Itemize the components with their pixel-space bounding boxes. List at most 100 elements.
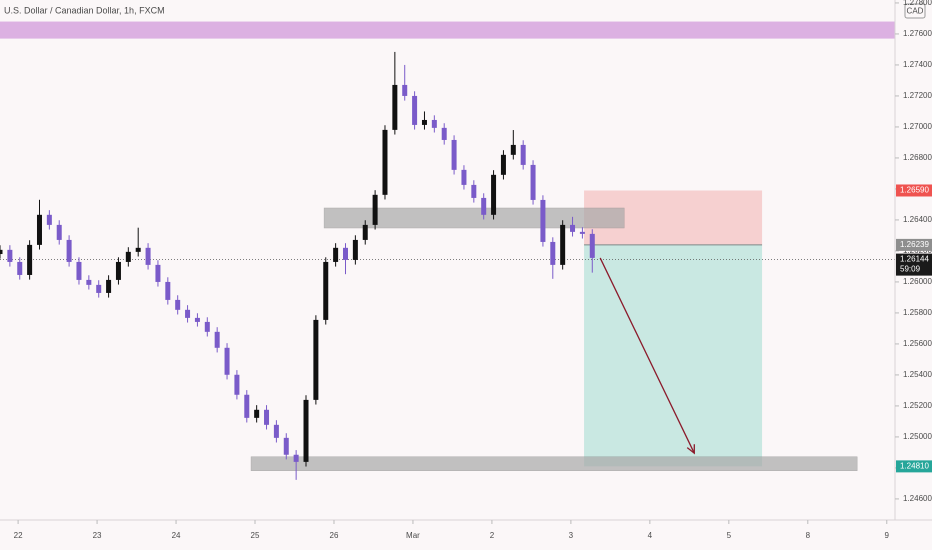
currency-badge — [904, 3, 926, 19]
candle-body — [273, 424, 279, 438]
x-tick-label: 3 — [569, 531, 574, 540]
candle-body — [342, 247, 348, 260]
candle-body — [76, 261, 82, 280]
y-tick-label: 1.27400 — [903, 60, 932, 69]
candle-body — [234, 374, 240, 395]
candle-body — [7, 249, 13, 262]
candle-body — [185, 309, 191, 318]
x-tick-label: 4 — [648, 531, 653, 540]
arrow-head — [686, 444, 695, 455]
y-tick-label: 1.27600 — [903, 29, 932, 38]
candle-body — [412, 95, 418, 125]
candle-body — [500, 154, 506, 175]
current-price-label-countdown: 59:09 — [900, 265, 921, 274]
candle-body — [510, 144, 516, 155]
candle-body — [214, 331, 220, 348]
candle-body — [165, 281, 171, 300]
y-tick-label: 1.25600 — [903, 339, 932, 348]
x-tick-label: 25 — [251, 531, 260, 540]
candle-body — [323, 261, 329, 320]
candle-body — [579, 231, 585, 234]
x-tick-label: Mar — [406, 531, 420, 540]
candle-body — [540, 199, 546, 242]
target-zone — [584, 244, 763, 467]
x-tick-label: 9 — [885, 531, 890, 540]
candle-body — [402, 84, 408, 96]
current-price-label-bg — [896, 253, 932, 276]
candle-body — [106, 279, 112, 293]
candle-body — [352, 239, 358, 260]
candle-body — [372, 194, 378, 225]
y-tick-label: 1.25200 — [903, 401, 932, 410]
candle-body — [550, 241, 556, 265]
candle-body — [66, 239, 72, 262]
resistance-band — [0, 21, 895, 39]
target-price-label-bg — [896, 460, 932, 473]
candle-body — [333, 247, 339, 262]
candle-body — [570, 224, 576, 232]
candle-body — [135, 247, 141, 252]
candle-body — [155, 264, 161, 282]
candle-body — [382, 129, 388, 195]
candle-body — [392, 84, 398, 130]
y-tick-label: 1.25400 — [903, 370, 932, 379]
x-tick-label: 23 — [93, 531, 102, 540]
y-tick-label: 1.27000 — [903, 122, 932, 131]
candle-body — [362, 224, 368, 240]
currency-label: CAD — [907, 7, 924, 16]
candle-body — [125, 251, 131, 262]
candle-body — [431, 119, 437, 128]
candle-body — [224, 347, 230, 375]
candle-body — [481, 197, 487, 215]
y-tick-label: 1.26400 — [903, 215, 932, 224]
y-tick-label: 1.27200 — [903, 91, 932, 100]
candle-body — [560, 224, 566, 265]
candle-body — [254, 409, 260, 418]
candle-body — [530, 164, 536, 200]
candle-body — [293, 454, 299, 462]
candle-body — [303, 399, 309, 462]
candle-body — [461, 169, 467, 185]
x-tick-label: 5 — [727, 531, 732, 540]
candle-body — [313, 319, 319, 400]
candle-body — [145, 247, 151, 265]
plot-area — [0, 21, 895, 480]
candle-body — [264, 409, 270, 425]
x-tick-label: 22 — [14, 531, 23, 540]
candle-body — [491, 174, 497, 215]
candle-body — [46, 214, 52, 225]
candle-body — [441, 127, 447, 140]
stop-price-label: 1.26590 — [900, 186, 929, 195]
x-tick-label: 24 — [172, 531, 181, 540]
candle-body — [471, 184, 477, 198]
x-tick-label: 2 — [490, 531, 495, 540]
x-tick-label: 26 — [330, 531, 339, 540]
support-resistance-zone — [250, 456, 858, 471]
entry-price-label: 1.26239 — [900, 240, 929, 249]
candle-body — [283, 437, 289, 455]
y-tick-label: 1.27800 — [903, 0, 932, 7]
candle-body — [27, 244, 33, 275]
candle-body — [244, 394, 250, 418]
target-price-label: 1.24810 — [900, 461, 929, 470]
candle-body — [0, 249, 3, 255]
stop-price-label-bg — [896, 184, 932, 197]
candle-body — [204, 321, 210, 332]
arrow-line — [599, 257, 695, 454]
x-tick-label: 8 — [806, 531, 811, 540]
chart-title: U.S. Dollar / Canadian Dollar, 1h, FXCM — [4, 5, 165, 15]
support-resistance-zone — [323, 207, 625, 229]
y-tick-label: 1.26000 — [903, 277, 932, 286]
candle-body — [194, 317, 200, 322]
candle-body — [520, 144, 526, 165]
candle-body — [589, 233, 595, 258]
current-price-label: 1.26144 — [900, 255, 929, 264]
y-tick-label: 1.25800 — [903, 308, 932, 317]
y-tick-label: 1.26800 — [903, 153, 932, 162]
candle-body — [96, 284, 102, 293]
candle-body — [451, 139, 457, 170]
candle-body — [115, 261, 121, 280]
y-tick-label: 1.24600 — [903, 494, 932, 503]
y-tick-label: 1.25000 — [903, 432, 932, 441]
